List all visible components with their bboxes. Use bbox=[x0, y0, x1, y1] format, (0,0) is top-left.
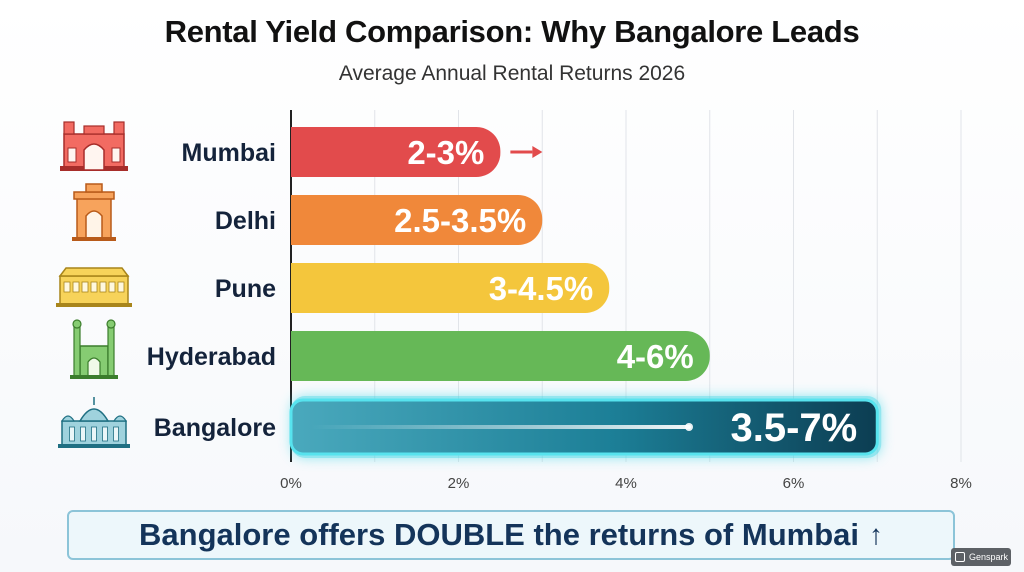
chart-title: Rental Yield Comparison: Why Bangalore L… bbox=[164, 14, 860, 49]
data-label-pune: 3-4.5% bbox=[489, 270, 594, 307]
bar-pune-base bbox=[291, 263, 317, 313]
bar-light-point bbox=[685, 423, 693, 431]
bar-hyderabad-base bbox=[291, 331, 317, 381]
shaniwar-wada-icon bbox=[56, 267, 132, 307]
bar-mumbai-base bbox=[291, 127, 317, 177]
data-label-mumbai: 2-3% bbox=[407, 134, 484, 171]
watermark-text: Genspark bbox=[969, 552, 1009, 562]
x-tick-label: 0% bbox=[280, 475, 302, 492]
category-label-delhi: Delhi bbox=[215, 207, 276, 235]
bar-pune bbox=[291, 263, 610, 313]
bar-delhi bbox=[291, 195, 543, 245]
arrow-up-icon: ↑ bbox=[868, 519, 883, 550]
category-label-bangalore: Bangalore bbox=[154, 414, 276, 442]
x-tick-label: 2% bbox=[448, 475, 470, 492]
data-label-delhi: 2.5-3.5% bbox=[394, 202, 526, 239]
data-label-hyderabad: 4-6% bbox=[617, 338, 694, 375]
data-label-bangalore: 3.5-7% bbox=[731, 406, 858, 450]
arrow-right-icon-head bbox=[532, 146, 543, 158]
x-tick-label: 6% bbox=[783, 475, 805, 492]
category-label-hyderabad: Hyderabad bbox=[147, 343, 276, 371]
bar-hyderabad bbox=[291, 331, 710, 381]
chart-subtitle: Average Annual Rental Returns 2026 bbox=[338, 62, 686, 85]
x-tick-label: 4% bbox=[615, 475, 637, 492]
bar-light-streak bbox=[311, 425, 691, 429]
genspark-watermark: Genspark bbox=[951, 548, 1011, 566]
summary-banner: Bangalore offers DOUBLE the returns of M… bbox=[67, 510, 955, 560]
india-gate-icon bbox=[72, 183, 116, 241]
rental-yield-bar-chart: 0% 2% 4% 6% 8% 2-3% Mumbai 2.5-3.5% Delhi 3-4.5% P… bbox=[56, 110, 972, 492]
bar-delhi-base bbox=[291, 195, 317, 245]
charminar-icon bbox=[70, 319, 118, 379]
x-tick-label: 8% bbox=[950, 475, 972, 492]
summary-banner-text: Bangalore offers DOUBLE the returns of M… bbox=[139, 517, 859, 552]
category-label-mumbai: Mumbai bbox=[182, 139, 276, 167]
vidhana-soudha-icon bbox=[58, 397, 130, 448]
gateway-of-india-icon bbox=[60, 121, 128, 171]
category-label-pune: Pune bbox=[215, 275, 276, 303]
bar-mumbai bbox=[291, 127, 501, 177]
genspark-logo-icon bbox=[955, 552, 965, 562]
